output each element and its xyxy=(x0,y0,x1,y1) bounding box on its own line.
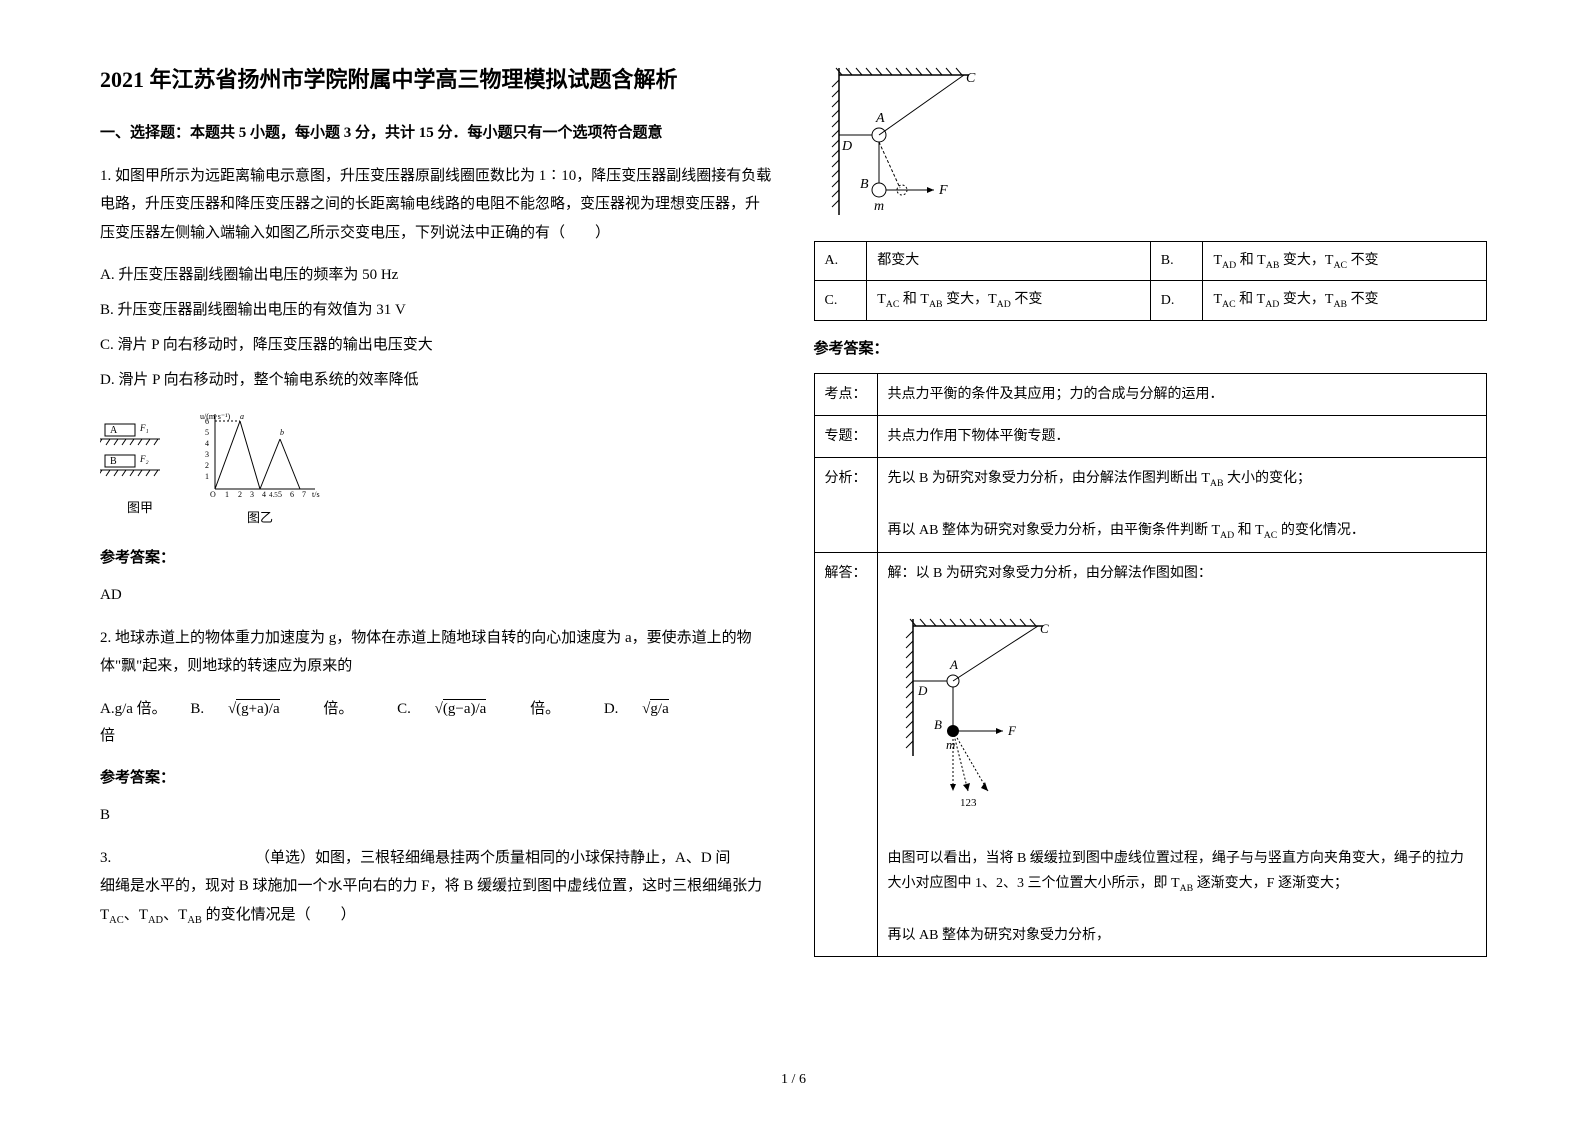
circuit-diagram-icon: A F₁ B F₂ xyxy=(100,409,180,489)
opt-c-label: C. xyxy=(814,281,867,320)
q1-option-a: A. 升压变压器副线圈输出电压的频率为 50 Hz xyxy=(100,262,774,289)
svg-text:A: A xyxy=(875,111,885,126)
svg-text:F: F xyxy=(938,183,948,198)
opt-c-text: TAC 和 TAB 变大，TAD 不变 xyxy=(867,281,1151,320)
q2-options: A.g/a 倍。 B. √(g+a)/a 倍。 C. √(g−a)/a 倍。 D… xyxy=(100,696,774,750)
svg-text:m: m xyxy=(946,737,955,752)
diagram-jia: A F₁ B F₂ 图甲 xyxy=(100,409,180,530)
opt-a-text: 都变大 xyxy=(867,241,1151,280)
diagram-yi: u/(m·s⁻¹) t/s 6 5 4 3 2 1 O 12344.5567 a xyxy=(200,409,320,530)
q3-options-table: A. 都变大 B. TAD 和 TAB 变大，TAC 不变 C. TAC 和 T… xyxy=(814,241,1488,321)
svg-text:B: B xyxy=(110,456,117,467)
opt-b-label: B. xyxy=(1150,241,1203,280)
analysis-text: 共点力作用下物体平衡专题． xyxy=(877,415,1487,457)
svg-text:B: B xyxy=(860,177,869,192)
analysis-label: 考点： xyxy=(814,373,877,415)
analysis-table: 考点： 共点力平衡的条件及其应用；力的合成与分解的运用． 专题： 共点力作用下物… xyxy=(814,373,1488,957)
svg-text:A: A xyxy=(110,425,118,436)
svg-text:A: A xyxy=(949,657,958,672)
question-1: 1. 如图甲所示为远距离输电示意图，升压变压器原副线圈匝数比为 1∶10，降压变… xyxy=(100,162,774,248)
svg-text:6: 6 xyxy=(205,417,209,426)
q3-answer-label: 参考答案： xyxy=(814,336,1488,363)
analysis-text: 共点力平衡的条件及其应用；力的合成与分解的运用． xyxy=(877,373,1487,415)
svg-text:C: C xyxy=(966,71,976,86)
q1-answer: AD xyxy=(100,582,774,609)
svg-text:D: D xyxy=(917,683,928,698)
svg-text:F: F xyxy=(1007,723,1017,738)
table-row: 考点： 共点力平衡的条件及其应用；力的合成与分解的运用． xyxy=(814,373,1487,415)
table-row: 分析： 先以 B 为研究对象受力分析，由分解法作图判断出 TAB 大小的变化； … xyxy=(814,458,1487,553)
q2-option-a: A.g/a 倍。 xyxy=(100,701,167,717)
opt-d-label: D. xyxy=(1150,281,1203,320)
q1-option-b: B. 升压变压器副线圈输出电压的有效值为 31 V xyxy=(100,297,774,324)
question-2-text: 2. 地球赤道上的物体重力加速度为 g，物体在赤道上随地球自转的向心加速度为 a… xyxy=(100,624,774,681)
svg-text:123: 123 xyxy=(960,797,977,809)
analysis-text: 解：以 B 为研究对象受力分析，由分解法作图如图： C xyxy=(877,553,1487,957)
svg-text:4: 4 xyxy=(262,490,266,499)
table-row: 解答： 解：以 B 为研究对象受力分析，由分解法作图如图： xyxy=(814,553,1487,957)
diagram-yi-caption: 图乙 xyxy=(200,506,320,529)
analysis-label: 专题： xyxy=(814,415,877,457)
table-row: A. 都变大 B. TAD 和 TAB 变大，TAC 不变 xyxy=(814,241,1487,280)
page-footer: 1 / 6 xyxy=(781,1067,806,1092)
q2-option-b: B. √(g+a)/a 倍。 xyxy=(190,701,377,717)
right-column: C A D B m F A. 都变大 B. TAD 和 TAB xyxy=(814,60,1488,957)
q2-answer-label: 参考答案： xyxy=(100,765,774,792)
opt-d-text: TAC 和 TAD 变大，TAB 不变 xyxy=(1203,281,1487,320)
svg-text:1: 1 xyxy=(225,490,229,499)
svg-text:t/s: t/s xyxy=(312,490,320,499)
q1-text: 1. 如图甲所示为远距离输电示意图，升压变压器原副线圈匝数比为 1∶10，降压变… xyxy=(100,162,774,248)
analysis-label: 解答： xyxy=(814,553,877,957)
svg-text:1: 1 xyxy=(205,472,209,481)
table-row: C. TAC 和 TAB 变大，TAD 不变 D. TAC 和 TAD 变大，T… xyxy=(814,281,1487,320)
table-row: 专题： 共点力作用下物体平衡专题． xyxy=(814,415,1487,457)
pendulum-diagram: C A D B m F xyxy=(814,60,994,220)
svg-text:5: 5 xyxy=(205,428,209,437)
q3-line3: TAC、TAD、TAB 的变化情况是（ ） xyxy=(100,901,774,931)
q1-diagrams: A F₁ B F₂ 图甲 u/(m·s⁻¹) t/s xyxy=(100,409,774,530)
svg-text:F₁: F₁ xyxy=(139,423,149,433)
question-3: 3. （单选）如图，三根轻细绳悬挂两个质量相同的小球保持静止，A、D 间 细绳是… xyxy=(100,844,774,931)
q2-option-c: C. √(g−a)/a 倍。 xyxy=(397,701,584,717)
svg-text:3: 3 xyxy=(205,450,209,459)
analysis-text: 先以 B 为研究对象受力分析，由分解法作图判断出 TAB 大小的变化； 再以 A… xyxy=(877,458,1487,553)
q1-option-d: D. 滑片 P 向右移动时，整个输电系统的效率降低 xyxy=(100,367,774,394)
svg-text:4: 4 xyxy=(205,439,209,448)
q2-answer: B xyxy=(100,802,774,829)
analysis-label: 分析： xyxy=(814,458,877,553)
diagram-jia-caption: 图甲 xyxy=(100,496,180,519)
triangle-wave-chart: u/(m·s⁻¹) t/s 6 5 4 3 2 1 O 12344.5567 a xyxy=(200,409,320,499)
left-column: 2021 年江苏省扬州市学院附属中学高三物理模拟试题含解析 一、选择题：本题共 … xyxy=(100,60,774,957)
opt-a-label: A. xyxy=(814,241,867,280)
svg-text:7: 7 xyxy=(302,490,306,499)
q1-option-c: C. 滑片 P 向右移动时，降压变压器的输出电压变大 xyxy=(100,332,774,359)
svg-text:2: 2 xyxy=(238,490,242,499)
svg-text:a: a xyxy=(240,412,244,421)
force-analysis-diagram: C A D B m F xyxy=(888,611,1068,811)
svg-text:m: m xyxy=(874,199,884,214)
svg-text:F₂: F₂ xyxy=(139,454,149,464)
svg-text:B: B xyxy=(934,717,942,732)
svg-text:3: 3 xyxy=(250,490,254,499)
svg-text:C: C xyxy=(1040,621,1049,636)
svg-text:2: 2 xyxy=(205,461,209,470)
svg-text:4.5: 4.5 xyxy=(269,491,278,499)
svg-text:5: 5 xyxy=(278,490,282,499)
svg-text:O: O xyxy=(210,490,216,499)
section-header: 一、选择题：本题共 5 小题，每小题 3 分，共计 15 分．每小题只有一个选项… xyxy=(100,120,774,147)
document-title: 2021 年江苏省扬州市学院附属中学高三物理模拟试题含解析 xyxy=(100,60,774,100)
svg-text:D: D xyxy=(841,139,852,154)
svg-text:b: b xyxy=(280,428,284,437)
q1-answer-label: 参考答案： xyxy=(100,545,774,572)
q2-option-d: D. √g/a xyxy=(604,701,709,717)
svg-text:6: 6 xyxy=(290,490,294,499)
opt-b-text: TAD 和 TAB 变大，TAC 不变 xyxy=(1203,241,1487,280)
